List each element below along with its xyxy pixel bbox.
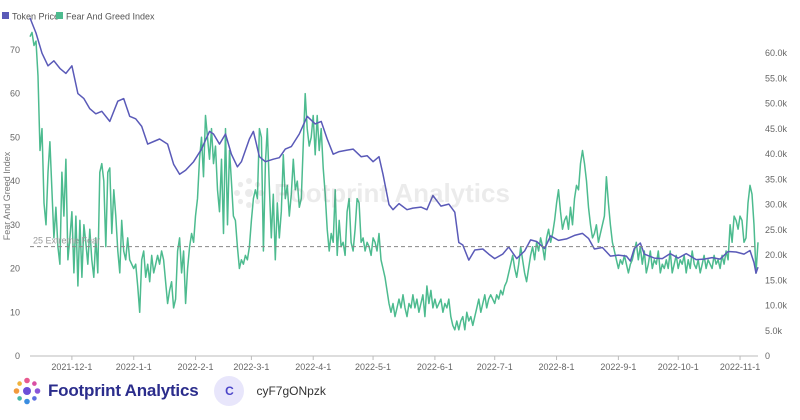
y-left-tick-label: 40: [10, 176, 20, 186]
y-left-tick-label: 10: [10, 307, 20, 317]
x-tick-label: 2022-7-1: [477, 362, 513, 372]
y-right-tick-label: 5.0k: [765, 326, 783, 336]
y-axis-left-title: Fear And Greed Index: [2, 151, 12, 240]
y-right-tick-label: 45.0k: [765, 124, 788, 134]
x-tick-label: 2022-6-1: [417, 362, 453, 372]
fear-and-greed-index-line: [29, 31, 759, 331]
y-right-tick-label: 40.0k: [765, 149, 788, 159]
x-tick-label: 2022-11-1: [720, 362, 760, 372]
brand[interactable]: Footprint Analytics: [12, 376, 199, 406]
reference-line-label: 25 Extreme Fear: [33, 236, 100, 246]
y-left-tick-label: 20: [10, 264, 20, 274]
chart-area: Token Price Fear And Greed Index Fear An…: [2, 12, 788, 372]
legend-label-token-price[interactable]: Token Price: [12, 12, 59, 22]
chart-legend: Token Price Fear And Greed Index: [2, 12, 155, 22]
x-tick-label: 2022-5-1: [355, 362, 391, 372]
y-left-tick-label: 60: [10, 89, 20, 99]
creator-name: cyF7gONpzk: [256, 384, 326, 398]
token-price-line: [29, 17, 759, 274]
legend-label-fear-greed[interactable]: Fear And Greed Index: [66, 12, 155, 22]
y-right-tick-label: 15.0k: [765, 275, 788, 285]
brand-name: Footprint Analytics: [48, 381, 199, 400]
x-tick-label: 2022-8-1: [539, 362, 575, 372]
y-right-tick-label: 25.0k: [765, 225, 788, 235]
x-tick-label: 2022-2-1: [178, 362, 214, 372]
y-left-tick-label: 0: [15, 351, 20, 361]
footprint-logo-icon: [13, 377, 41, 405]
y-left-tick-label: 70: [10, 45, 20, 55]
creator[interactable]: C cyF7gONpzk: [214, 376, 326, 406]
x-tick-label: 2021-12-1: [51, 362, 92, 372]
x-tick-label: 2022-10-1: [658, 362, 699, 372]
y-right-tick-label: 10.0k: [765, 301, 788, 311]
x-tick-label: 2022-1-1: [116, 362, 152, 372]
y-right-tick-label: 30.0k: [765, 200, 788, 210]
x-tick-label: 2022-3-1: [233, 362, 269, 372]
y-right-tick-label: 60.0k: [765, 48, 788, 58]
avatar: C: [214, 376, 245, 406]
y-right-tick-label: 55.0k: [765, 73, 788, 83]
y-right-tick-label: 35.0k: [765, 174, 788, 184]
x-tick-label: 2022-4-1: [295, 362, 331, 372]
y-right-tick-label: 20.0k: [765, 250, 788, 260]
y-left-tick-label: 30: [10, 220, 20, 230]
footer: Footprint Analytics C cyF7gONpzk: [12, 374, 326, 408]
y-right-tick-label: 0: [765, 351, 770, 361]
y-left-tick-label: 50: [10, 132, 20, 142]
x-tick-label: 2022-9-1: [600, 362, 636, 372]
legend-swatch-fear-greed: [56, 12, 63, 19]
y-right-tick-label: 50.0k: [765, 99, 788, 109]
legend-swatch-token-price: [2, 12, 9, 19]
